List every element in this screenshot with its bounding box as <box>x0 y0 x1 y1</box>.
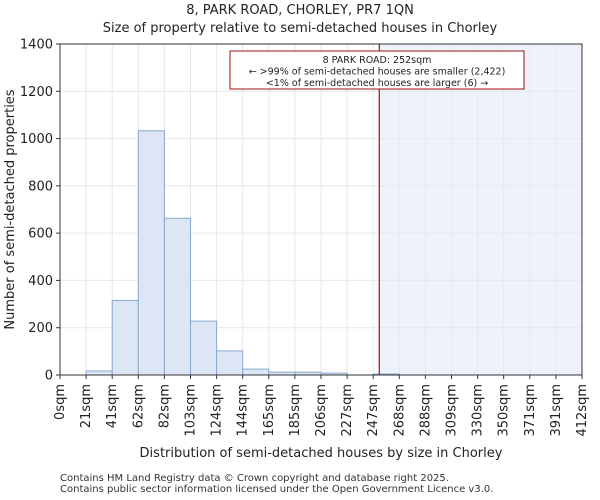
x-tick-label: 247sqm <box>366 384 381 437</box>
x-tick-label: 62sqm <box>131 384 146 428</box>
x-tick-label: 268sqm <box>392 384 407 437</box>
x-tick-label: 82sqm <box>157 384 172 428</box>
x-tick-label: 309sqm <box>445 384 460 437</box>
chart-subtitle: Size of property relative to semi-detach… <box>102 21 498 36</box>
histogram-bar <box>163 217 191 376</box>
x-tick-label: 371sqm <box>523 384 538 437</box>
histogram-bar <box>242 368 270 376</box>
histogram-bar <box>190 320 218 376</box>
y-tick-label: 200 <box>28 321 53 336</box>
x-tick-label: 21sqm <box>79 384 94 428</box>
annotation-line-1: 8 PARK ROAD: 252sqm <box>323 55 432 66</box>
x-tick-label: 330sqm <box>471 384 486 437</box>
x-tick-label: 391sqm <box>549 384 564 437</box>
x-tick-label: 124sqm <box>210 384 225 437</box>
histogram-bar <box>216 350 244 376</box>
x-tick-label: 103sqm <box>184 384 199 437</box>
x-tick-label: 206sqm <box>314 384 329 437</box>
y-tick-label: 1200 <box>20 85 53 100</box>
x-tick-label: 41sqm <box>105 384 120 428</box>
plot-area-frame <box>59 43 583 376</box>
y-tick-label: 800 <box>28 179 53 194</box>
chart-title: 8, PARK ROAD, CHORLEY, PR7 1QN <box>186 3 414 18</box>
annotation-line-3: <1% of semi-detached houses are larger (… <box>266 78 488 89</box>
x-tick-label: 412sqm <box>575 384 590 437</box>
y-tick-label: 400 <box>28 274 53 289</box>
histogram-bar <box>111 300 139 376</box>
larger-than-property-region <box>379 44 582 375</box>
x-tick-label: 288sqm <box>418 384 433 437</box>
x-tick-label: 0sqm <box>53 384 68 420</box>
histogram-chart: 0 200 400 600 800 1000 1200 1400 0sqm 21sqm 41sqm… <box>3 38 590 462</box>
x-tick-label: 227sqm <box>340 384 355 437</box>
footer-line-2: Contains public sector information licen… <box>60 484 494 495</box>
x-tick-label: 165sqm <box>262 384 277 437</box>
x-tick-label: 350sqm <box>497 384 512 437</box>
y-tick-label: 0 <box>45 369 53 384</box>
x-axis-label: Distribution of semi-detached houses by … <box>140 446 503 461</box>
footer-line-1: Contains HM Land Registry data © Crown c… <box>60 473 449 484</box>
annotation-line-2: ← >99% of semi-detached houses are small… <box>249 67 506 78</box>
y-axis-label: Number of semi-detached properties <box>3 89 18 329</box>
histogram-bar <box>85 370 113 376</box>
x-tick-label: 185sqm <box>288 384 303 437</box>
y-tick-label: 600 <box>28 227 53 242</box>
y-tick-label: 1400 <box>20 38 53 53</box>
annotation-box: 8 PARK ROAD: 252sqm ← >99% of semi-detac… <box>229 50 525 90</box>
x-tick-label: 144sqm <box>236 384 251 437</box>
y-tick-label: 1000 <box>20 132 53 147</box>
histogram-bar <box>137 130 165 376</box>
